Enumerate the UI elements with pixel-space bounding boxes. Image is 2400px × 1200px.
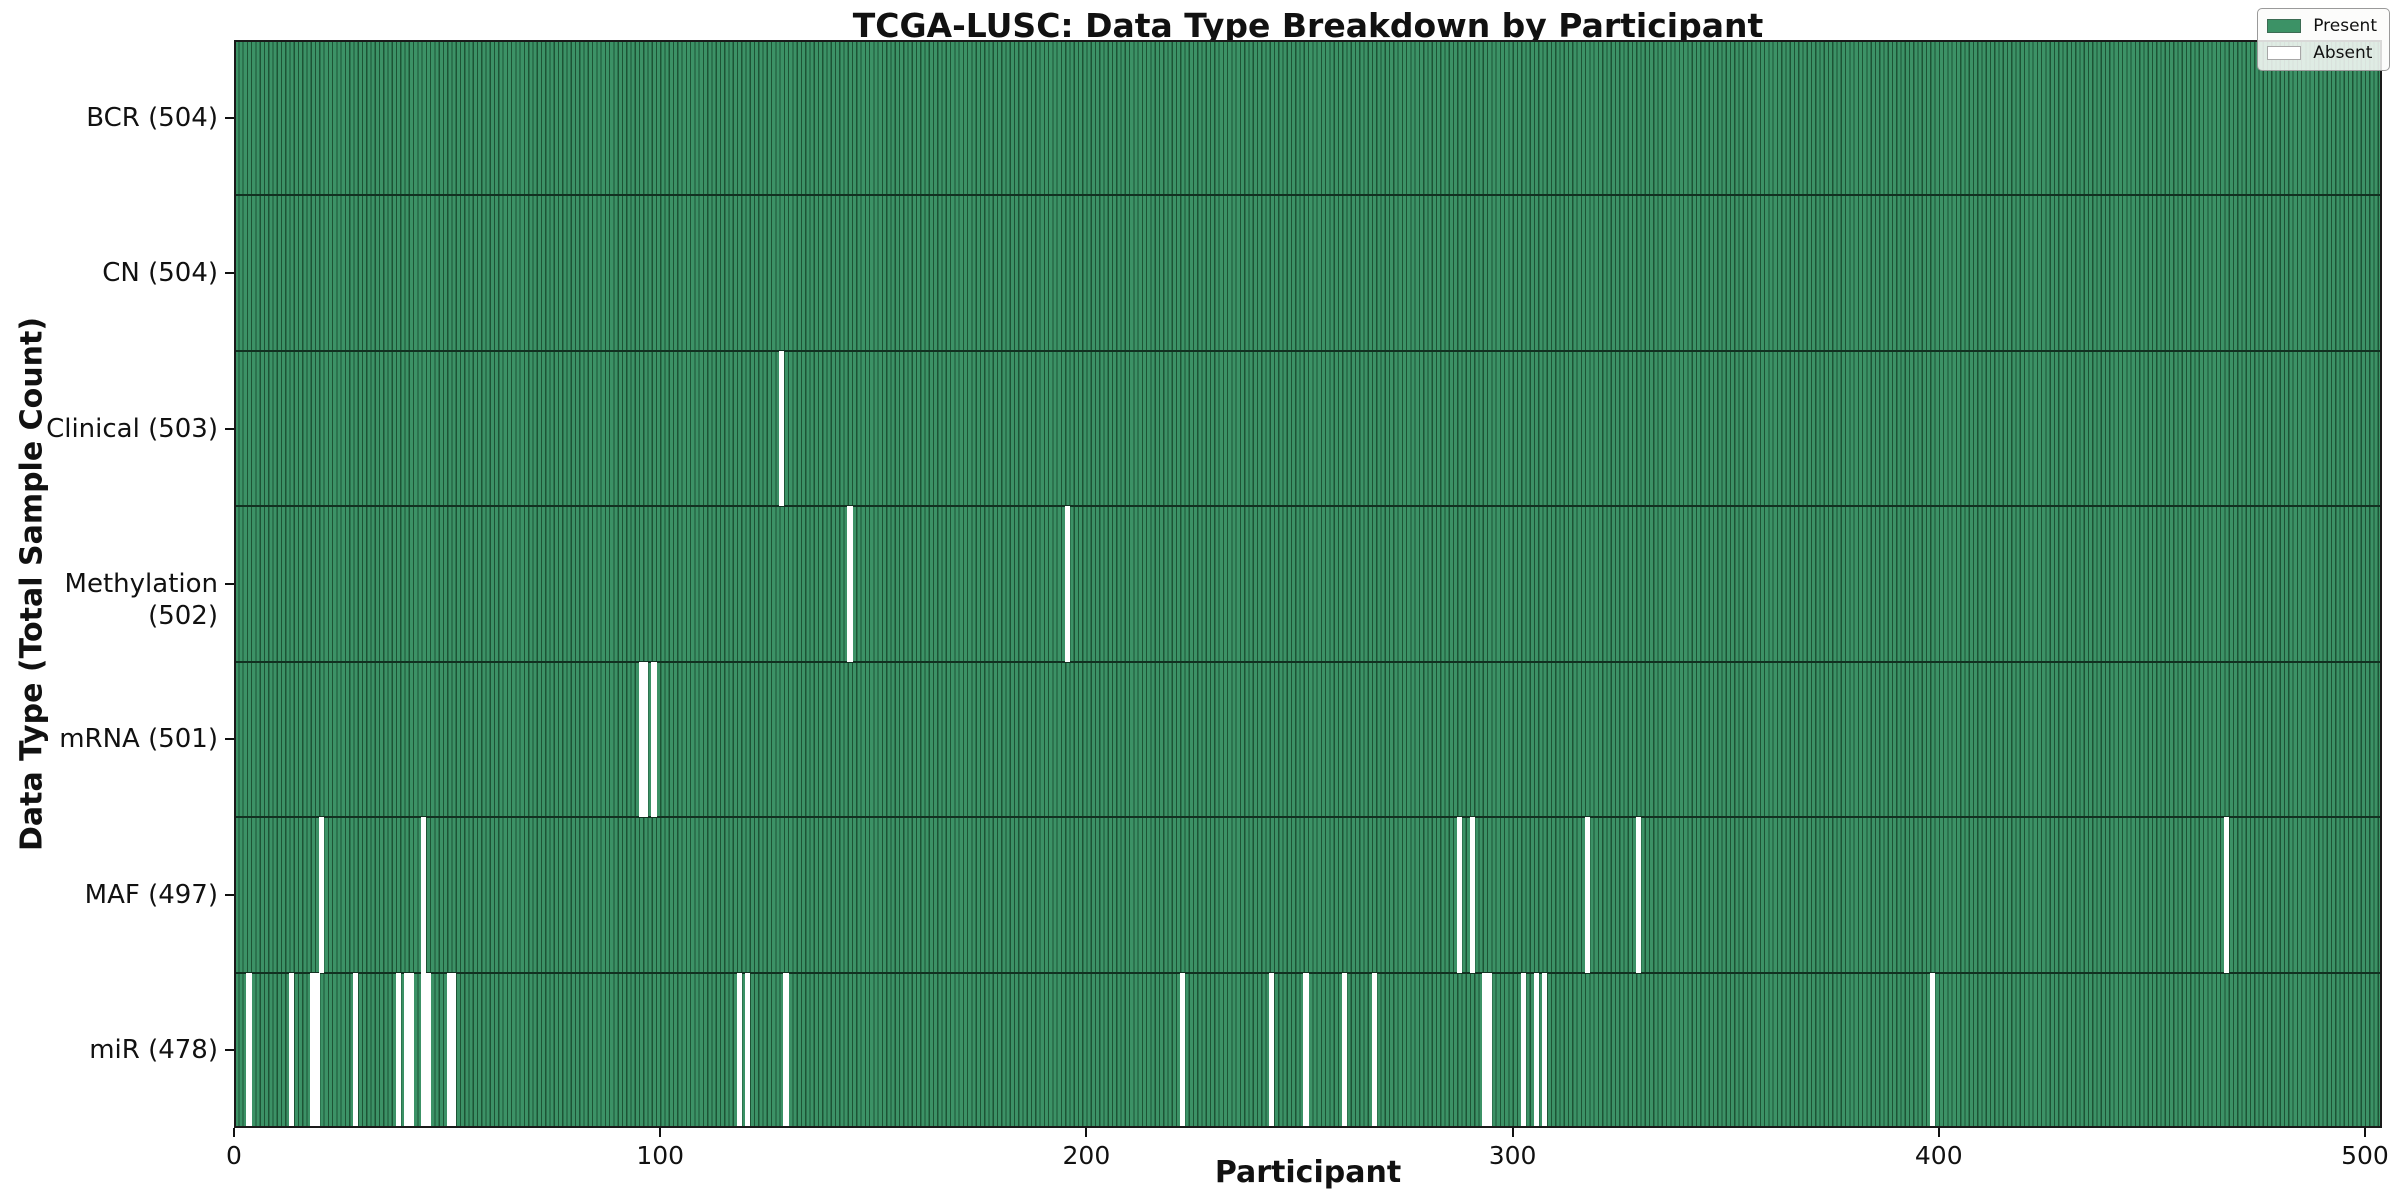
absent-stripe-methylation [847,506,853,662]
xtick-mark [2363,1128,2366,1137]
absent-stripe-mir [353,972,359,1128]
ytick-label-clinical: Clinical (503) [46,413,218,444]
ytick-label-mrna: mRNA (501) [59,724,218,755]
absent-stripe-mir [421,972,427,1128]
absent-stripe-maf [1635,817,1642,973]
ytick-mark [225,1049,234,1052]
xtick-mark [659,1128,662,1137]
row-separator [234,505,2382,508]
x-axis-label: Participant [1214,1155,1402,1190]
absent-stripe-mir [1303,972,1309,1128]
absent-stripe-mir [246,972,252,1128]
absent-stripe-mrna [651,661,657,818]
ytick-mark [225,738,234,741]
legend-label-absent: Absent [2313,43,2373,63]
legend-entry-present: Present [2267,16,2377,36]
xtick-label: 100 [636,1141,685,1170]
absent-stripe-mir [408,972,414,1128]
absent-stripe-maf [1456,817,1463,973]
present-swatch [2267,19,2302,33]
ytick-label-methylation: Methylation (502) [64,569,218,631]
absent-stripe-mir [736,972,742,1128]
absent-stripe-mir [289,972,295,1128]
absent-stripe-maf [318,817,325,973]
row-separator [234,349,2382,352]
absent-stripe-mir [1533,972,1539,1128]
absent-stripe-mir [451,972,457,1128]
xtick-mark [1937,1128,1940,1137]
absent-stripe-maf [1469,817,1475,973]
ytick-label-mir: miR (478) [89,1035,218,1066]
absent-stripe-mir [1482,972,1488,1128]
row-band-methylation [234,506,2382,662]
legend-entry-absent: Absent [2267,43,2377,63]
row-band-clinical [234,350,2382,507]
absent-stripe-maf [421,817,427,973]
xtick-mark [1511,1128,1514,1137]
ytick-mark [225,272,234,275]
absent-stripe-mir [395,972,401,1128]
legend-label-present: Present [2313,16,2377,36]
ytick-label-cn: CN (504) [102,258,218,289]
row-band-cn [234,195,2382,351]
absent-stripe-mir [1520,972,1526,1128]
absent-stripe-maf [2224,817,2230,973]
absent-stripe-mir [446,972,452,1128]
chart-title: TCGA-LUSC: Data Type Breakdown by Partic… [852,6,1764,45]
xtick-label: 500 [2341,1141,2389,1170]
ytick-mark [225,116,234,119]
absent-swatch [2267,46,2302,60]
absent-stripe-mir [314,972,320,1128]
legend: Present Absent [2257,8,2390,71]
absent-stripe-mrna [638,661,644,818]
absent-stripe-mir [1486,972,1492,1128]
ytick-mark [225,427,234,430]
ytick-label-bcr: BCR (504) [86,102,218,133]
ytick-mark [225,583,234,585]
absent-stripe-mir [1269,972,1275,1128]
xtick-label: 300 [1488,1141,1537,1170]
row-separator [234,194,2382,197]
absent-stripe-mir [404,972,410,1128]
ytick-label-maf: MAF (497) [84,879,218,910]
absent-stripe-mrna [642,661,648,818]
xtick-label: 200 [1062,1141,1111,1170]
absent-stripe-mir [310,972,316,1128]
row-separator [234,660,2382,663]
row-separator [234,816,2382,819]
row-band-bcr [234,40,2382,196]
absent-stripe-clinical [779,350,785,507]
absent-stripe-mir [745,972,751,1128]
xtick-mark [1085,1128,1088,1137]
absent-stripe-mir [1179,972,1185,1128]
xtick-mark [233,1128,235,1137]
xtick-label: 0 [226,1141,242,1170]
absent-stripe-methylation [1064,506,1070,662]
absent-stripe-mir [1542,972,1548,1128]
plot-area [234,40,2382,1128]
row-band-maf [234,817,2382,973]
absent-stripe-mir [1371,972,1377,1128]
ytick-mark [225,893,234,896]
absent-stripe-mir [1929,972,1936,1128]
xtick-label: 400 [1914,1141,1963,1170]
row-band-mrna [234,661,2382,818]
absent-stripe-mir [1341,972,1347,1128]
absent-stripe-maf [1584,817,1590,973]
absent-stripe-mir [425,972,431,1128]
absent-stripe-mir [783,972,789,1128]
